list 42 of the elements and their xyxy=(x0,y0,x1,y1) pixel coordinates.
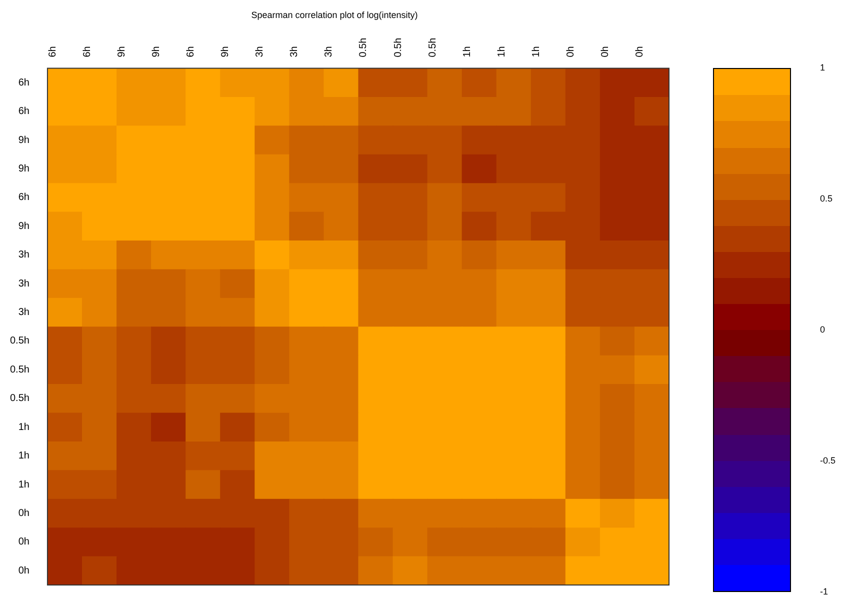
x-tick-label: 9h xyxy=(151,46,162,58)
y-tick-label: 0h xyxy=(18,508,30,519)
y-tick-label: 0.5h xyxy=(10,393,30,404)
x-tick-label: 1h xyxy=(496,46,508,58)
y-tick-label: 6h xyxy=(18,106,30,118)
color-bar-label: -0.5 xyxy=(820,456,836,466)
y-tick-label: 9h xyxy=(18,134,30,146)
y-tick-label: 9h xyxy=(18,163,30,174)
y-tick-label: 1h xyxy=(18,450,30,462)
y-tick-label: 0h xyxy=(18,536,30,548)
chart-title: Spearman correlation plot of log(intensity) xyxy=(251,10,418,20)
x-tick-label: 0.5h xyxy=(358,38,370,58)
y-tick-label: 0.5h xyxy=(10,336,30,347)
x-tick-label: 0.5h xyxy=(427,38,438,58)
y-tick-label: 3h xyxy=(18,278,30,290)
color-bar-label: 0.5 xyxy=(820,194,833,204)
y-tick-label: 0h xyxy=(18,565,30,576)
color-bar-label: 0 xyxy=(820,324,826,335)
x-tick-label: 6h xyxy=(82,46,94,58)
y-tick-label: 3h xyxy=(18,307,30,318)
x-tick-label: 0h xyxy=(565,46,576,58)
x-tick-label: 3h xyxy=(254,46,266,58)
x-tick-label: 9h xyxy=(220,46,232,58)
x-tick-label: 1h xyxy=(530,46,542,58)
x-tick-label: 6h xyxy=(47,46,58,58)
color-bar-label: -1 xyxy=(820,586,828,596)
x-tick-label: 9h xyxy=(116,46,128,58)
x-tick-label: 3h xyxy=(289,46,300,58)
y-tick-label: 1h xyxy=(18,422,30,433)
y-tick-label: 6h xyxy=(18,77,30,88)
y-tick-label: 1h xyxy=(18,479,30,490)
y-tick-label: 6h xyxy=(18,192,30,204)
x-tick-label: 0h xyxy=(634,46,646,58)
y-tick-label: 3h xyxy=(18,250,30,261)
x-tick-label: 0h xyxy=(600,46,611,58)
x-tick-label: 6h xyxy=(186,46,197,58)
y-tick-label: 9h xyxy=(18,220,30,232)
y-tick-label: 0.5h xyxy=(10,364,30,376)
x-tick-label: 0.5h xyxy=(392,38,404,58)
color-bar-label: 1 xyxy=(820,62,826,73)
x-tick-label: 1h xyxy=(462,46,473,58)
x-tick-label: 3h xyxy=(324,46,335,58)
